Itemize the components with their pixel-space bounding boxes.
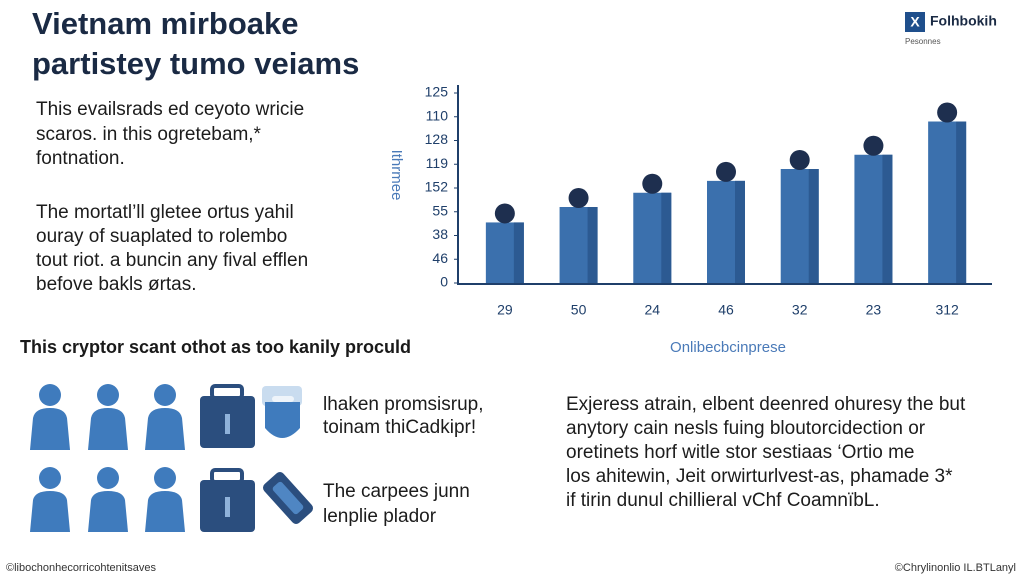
- paragraph-line: befove bakls ørtas.: [36, 274, 197, 295]
- logo-text: Folhbokih: [930, 13, 997, 29]
- person-icon: [30, 467, 70, 532]
- side-text: anytory cain nesls fuing bloutorcidectio…: [566, 418, 926, 439]
- bar-shade: [808, 169, 819, 283]
- person-icon: [145, 384, 185, 450]
- bar-shade: [513, 222, 524, 283]
- x-tick-label: 46: [718, 302, 734, 318]
- briefcase-icon: [200, 468, 255, 532]
- x-tick-label: 24: [644, 302, 660, 318]
- shield-icon: [262, 386, 302, 438]
- title-line: Vietnam mirboake: [32, 6, 298, 41]
- logo-subtext: Pesonnes: [905, 37, 941, 46]
- bar-marker: [716, 161, 736, 182]
- y-tick-label: 55: [432, 202, 448, 218]
- x-tick-label: 312: [935, 302, 959, 318]
- bar-marker: [642, 173, 663, 194]
- bar-shade: [661, 192, 672, 283]
- x-tick-label: 32: [792, 302, 808, 318]
- item-text: lhaken promsisrup,: [323, 394, 484, 415]
- side-text: oretinets horf witle stor sestiaas ‘Orti…: [566, 442, 914, 463]
- y-tick-label: 110: [426, 107, 449, 123]
- x-tick-label: 50: [571, 302, 587, 318]
- bar-shade: [735, 180, 745, 283]
- intro-line: fontnation.: [36, 148, 125, 169]
- footer-right: ©Chrylinonlio IL.BTLanyl: [895, 562, 1016, 574]
- bar-marker: [568, 188, 589, 208]
- y-tick-label: 46: [432, 250, 448, 266]
- bar-shade: [956, 121, 967, 283]
- x-axis-title: Onlibecbcinprese: [670, 339, 786, 356]
- footer-left: ©libochonhecorricohtenitsaves: [6, 562, 156, 574]
- intro-line: This evailsrads ed ceyoto wricie: [36, 99, 304, 120]
- bar-shade: [882, 154, 893, 283]
- paragraph-line: The mortatl’ll gletee ortus yahil: [36, 202, 294, 223]
- phone-icon: [263, 472, 313, 524]
- section-heading: This cryptor scant othot as too kanily p…: [20, 337, 411, 357]
- y-tick-label: 128: [425, 131, 449, 147]
- bar-marker: [789, 150, 810, 170]
- paragraph-line: tout riot. a buncin any fival efflen: [36, 250, 308, 271]
- bar-marker: [937, 102, 958, 123]
- title-line: partistey tumo veiams: [32, 46, 359, 81]
- person-icon: [145, 467, 185, 532]
- y-axis-title: Ithrmee: [388, 150, 405, 201]
- person-icon: [30, 384, 70, 450]
- item-text: The carpees junn: [323, 481, 470, 502]
- logo-icon-mark: X: [910, 14, 920, 30]
- side-text: Exjeress atrain, elbent deenred ohuresy …: [566, 394, 966, 415]
- bar-shade: [587, 207, 598, 283]
- y-tick-label: 152: [425, 179, 449, 195]
- side-text: los ahitewin, Jeit orwirturlvest-as, pha…: [566, 466, 953, 487]
- item-text: toinam thiCadkipr!: [323, 417, 476, 438]
- x-tick-label: 23: [866, 302, 882, 318]
- y-tick-label: 119: [426, 155, 449, 171]
- paragraph-line: ouray of suaplated to rolembo: [36, 226, 287, 247]
- intro-line: scaros. in this ogretebam,*: [36, 124, 262, 145]
- y-tick-label: 125: [425, 84, 449, 100]
- person-icon: [88, 467, 128, 532]
- bar-marker: [863, 135, 884, 156]
- side-text: if tirin dunul chillieral vChf CoamnïbL.: [566, 490, 880, 511]
- chart: 0 46 38 55 152 119 128 110 125 29 50 24 46 32 23 312: [425, 84, 967, 318]
- y-tick-label: 38: [432, 226, 448, 242]
- person-icon: [88, 384, 128, 450]
- briefcase-icon: [200, 384, 255, 448]
- x-tick-label: 29: [497, 302, 513, 318]
- item-text: lenplie plador: [323, 506, 437, 527]
- logo-icon: [905, 12, 925, 32]
- bar-marker: [494, 203, 515, 224]
- y-tick-label: 0: [440, 274, 448, 290]
